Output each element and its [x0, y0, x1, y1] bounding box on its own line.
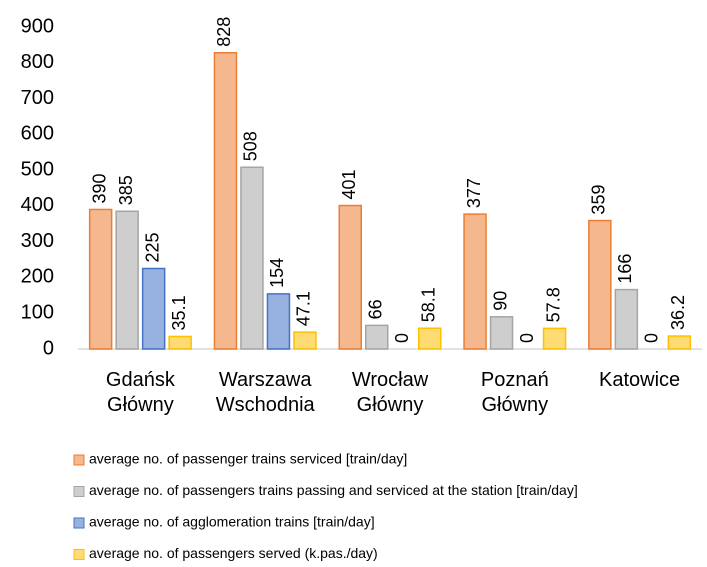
bar — [213, 52, 238, 350]
data-label: 57.8 — [543, 287, 563, 322]
legend-swatch — [73, 549, 85, 560]
data-label: 225 — [142, 232, 162, 262]
data-label: 385 — [116, 175, 136, 205]
data-label: 828 — [214, 17, 234, 47]
bar — [365, 324, 389, 350]
bar — [115, 210, 139, 350]
y-tick-label: 0 — [43, 337, 54, 359]
legend-swatch — [73, 517, 85, 529]
bar — [489, 316, 514, 350]
bar — [293, 331, 317, 350]
data-label: 66 — [366, 299, 386, 319]
y-tick-label: 600 — [21, 123, 54, 145]
bar — [266, 293, 291, 350]
x-tick-label: Warszawa Wschodnia — [215, 369, 315, 416]
y-tick-label: 200 — [21, 266, 54, 288]
y-tick-label: 400 — [21, 194, 54, 216]
legend-label: average no. of passengers served (k.pas.… — [89, 545, 378, 561]
x-tick-label: Gdańsk Główny — [105, 369, 175, 416]
bar — [240, 166, 264, 350]
data-label: 401 — [339, 169, 359, 199]
legend-label: average no. of passenger trains serviced… — [89, 451, 407, 467]
x-tick-label: Wrocław Główny — [351, 369, 429, 416]
bar — [667, 335, 692, 350]
bar — [588, 219, 612, 350]
data-label: 390 — [89, 173, 109, 203]
legend-swatch — [73, 454, 85, 466]
bar — [338, 204, 362, 350]
x-tick-label: Poznań Główny — [480, 369, 549, 416]
bar — [463, 213, 487, 350]
data-label: 377 — [464, 178, 484, 208]
data-label: 154 — [267, 258, 287, 288]
y-tick-label: 900 — [21, 15, 54, 37]
data-label: 36.2 — [668, 295, 688, 330]
bar — [542, 327, 567, 350]
data-label: 90 — [490, 291, 510, 311]
legend-swatch — [73, 486, 85, 497]
data-label: 35.1 — [169, 295, 189, 330]
data-label: 0 — [392, 333, 412, 343]
bar — [168, 335, 192, 350]
data-label: 0 — [642, 333, 662, 343]
y-tick-label: 800 — [21, 51, 54, 73]
data-label: 0 — [517, 333, 537, 343]
bar — [88, 208, 113, 350]
y-tick-label: 700 — [21, 87, 54, 109]
data-label: 47.1 — [294, 291, 314, 326]
legend-label: average no. of passengers trains passing… — [89, 482, 578, 498]
legend-label: average no. of agglomeration trains [tra… — [89, 514, 375, 530]
bar — [614, 288, 639, 350]
y-tick-label: 100 — [21, 302, 54, 324]
data-label: 508 — [241, 131, 261, 161]
x-tick-label: Katowice — [599, 369, 681, 391]
bar — [141, 267, 166, 350]
y-tick-label: 300 — [21, 230, 54, 252]
y-tick-label: 500 — [21, 158, 54, 180]
data-label: 359 — [589, 185, 609, 215]
bar — [418, 327, 442, 350]
data-label: 58.1 — [419, 287, 439, 322]
data-label: 166 — [615, 254, 635, 284]
